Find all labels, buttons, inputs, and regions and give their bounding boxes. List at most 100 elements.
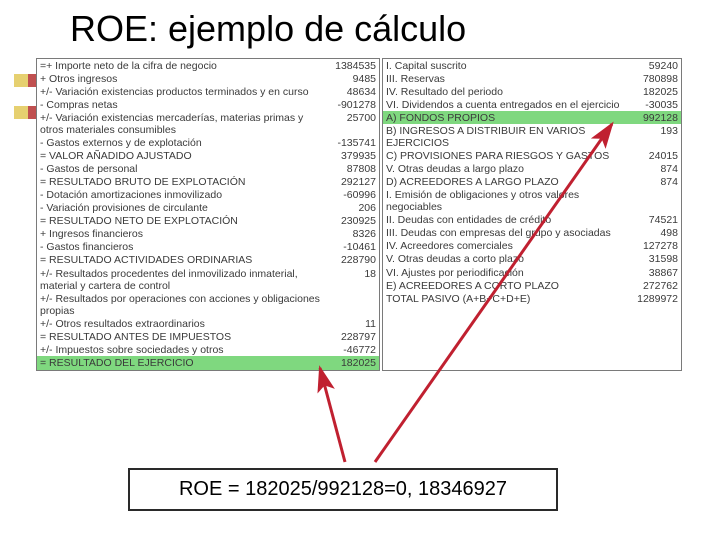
income-row: - Gastos financieros-10461 [37, 241, 379, 254]
row-label: +/- Variación existencias productos term… [40, 86, 324, 98]
row-label: = RESULTADO ANTES DE IMPUESTOS [40, 331, 324, 343]
equity-row: VI. Dividendos a cuenta entregados en el… [383, 98, 681, 111]
income-row: = RESULTADO DEL EJERCICIO182025 [37, 356, 379, 369]
income-row: - Gastos externos y de explotación-13574… [37, 136, 379, 149]
income-row: = RESULTADO BRUTO DE EXPLOTACIÓN292127 [37, 176, 379, 189]
row-label: E) ACREEDORES A CORTO PLAZO [386, 280, 626, 292]
equity-row: A) FONDOS PROPIOS992128 [383, 111, 681, 124]
row-value: 230925 [324, 215, 376, 227]
row-value: 992128 [626, 112, 678, 124]
row-value: 48634 [324, 86, 376, 98]
row-value: 874 [626, 163, 678, 175]
income-row: +/- Otros resultados extraordinarios11 [37, 317, 379, 330]
row-value: 9485 [324, 73, 376, 85]
row-label: = RESULTADO DEL EJERCICIO [40, 357, 324, 369]
row-label: - Gastos financieros [40, 241, 324, 253]
row-label: VI. Ajustes por periodificación [386, 267, 626, 279]
row-value: 11 [324, 318, 376, 330]
income-row: + Ingresos financieros8326 [37, 228, 379, 241]
row-label: +/- Resultados procedentes del inmoviliz… [40, 268, 324, 292]
income-row: - Variación provisiones de circulante206 [37, 202, 379, 215]
row-label: +/- Variación existencias mercaderías, m… [40, 112, 324, 136]
row-label: IV. Resultado del periodo [386, 86, 626, 98]
equity-row: C) PROVISIONES PARA RIESGOS Y GASTOS2401… [383, 149, 681, 162]
row-label: VI. Dividendos a cuenta entregados en el… [386, 99, 626, 111]
page-title: ROE: ejemplo de cálculo [70, 8, 466, 50]
tables-wrap: =+ Importe neto de la cifra de negocio13… [36, 58, 682, 371]
row-value: 1384535 [324, 60, 376, 72]
row-label: +/- Otros resultados extraordinarios [40, 318, 324, 330]
income-row: =+ Importe neto de la cifra de negocio13… [37, 59, 379, 72]
row-value: 498 [626, 227, 678, 239]
equity-row: TOTAL PASIVO (A+B+C+D+E)1289972 [383, 292, 681, 305]
row-value [324, 293, 376, 317]
row-label: II. Deudas con entidades de crédito [386, 214, 626, 226]
row-label: + Otros ingresos [40, 73, 324, 85]
row-label: III. Reservas [386, 73, 626, 85]
row-label: +/- Resultados por operaciones con accio… [40, 293, 324, 317]
row-label: = VALOR AÑADIDO AJUSTADO [40, 150, 324, 162]
row-label: D) ACREEDORES A LARGO PLAZO [386, 176, 626, 188]
row-value: 18 [324, 268, 376, 292]
row-label: I. Emisión de obligaciones y otros valor… [386, 189, 626, 213]
row-value: 272762 [626, 280, 678, 292]
row-value: 228790 [324, 254, 376, 266]
income-row: = RESULTADO ANTES DE IMPUESTOS228797 [37, 330, 379, 343]
row-label: I. Capital suscrito [386, 60, 626, 72]
row-label: C) PROVISIONES PARA RIESGOS Y GASTOS [386, 150, 626, 162]
roe-formula-box: ROE = 182025/992128=0, 18346927 [128, 468, 558, 511]
equity-liabilities-table: I. Capital suscrito59240III. Reservas780… [382, 58, 682, 371]
row-value: -135741 [324, 137, 376, 149]
income-row: = RESULTADO NETO DE EXPLOTACIÓN230925 [37, 215, 379, 228]
income-row: +/- Impuestos sobre sociedades y otros-4… [37, 343, 379, 356]
income-row: - Compras netas-901278 [37, 98, 379, 111]
row-value: 59240 [626, 60, 678, 72]
row-value: -60996 [324, 189, 376, 201]
row-value: 780898 [626, 73, 678, 85]
equity-row: IV. Resultado del periodo182025 [383, 85, 681, 98]
income-row: +/- Resultados procedentes del inmoviliz… [37, 267, 379, 292]
row-value: 193 [626, 125, 678, 149]
row-label: V. Otras deudas a largo plazo [386, 163, 626, 175]
row-label: = RESULTADO BRUTO DE EXPLOTACIÓN [40, 176, 324, 188]
row-value: 31598 [626, 253, 678, 265]
equity-row: V. Otras deudas a largo plazo874 [383, 163, 681, 176]
row-value: 292127 [324, 176, 376, 188]
row-value: 379935 [324, 150, 376, 162]
income-row: +/- Variación existencias mercaderías, m… [37, 111, 379, 136]
row-label: - Gastos externos y de explotación [40, 137, 324, 149]
row-label: +/- Impuestos sobre sociedades y otros [40, 344, 324, 356]
row-label: =+ Importe neto de la cifra de negocio [40, 60, 324, 72]
row-label: - Dotación amortizaciones inmovilizado [40, 189, 324, 201]
row-label: TOTAL PASIVO (A+B+C+D+E) [386, 293, 626, 305]
row-value [626, 189, 678, 213]
row-label: + Ingresos financieros [40, 228, 324, 240]
row-value: 24015 [626, 150, 678, 162]
equity-row: I. Capital suscrito59240 [383, 59, 681, 72]
row-value: -46772 [324, 344, 376, 356]
row-value: 8326 [324, 228, 376, 240]
row-label: V. Otras deudas a corto plazo [386, 253, 626, 265]
row-label: = RESULTADO NETO DE EXPLOTACIÓN [40, 215, 324, 227]
row-value: -901278 [324, 99, 376, 111]
row-value: 182025 [324, 357, 376, 369]
row-value: 74521 [626, 214, 678, 226]
equity-row: E) ACREEDORES A CORTO PLAZO272762 [383, 279, 681, 292]
row-label: - Gastos de personal [40, 163, 324, 175]
equity-row: III. Reservas780898 [383, 72, 681, 85]
row-value: -30035 [626, 99, 678, 111]
equity-row: D) ACREEDORES A LARGO PLAZO874 [383, 176, 681, 189]
row-value: 127278 [626, 240, 678, 252]
row-value: 206 [324, 202, 376, 214]
income-row: +/- Resultados por operaciones con accio… [37, 292, 379, 317]
row-value: 25700 [324, 112, 376, 136]
income-row: - Gastos de personal87808 [37, 163, 379, 176]
equity-row: V. Otras deudas a corto plazo31598 [383, 253, 681, 266]
row-value: 874 [626, 176, 678, 188]
row-label: B) INGRESOS A DISTRIBUIR EN VARIOS EJERC… [386, 125, 626, 149]
income-row: +/- Variación existencias productos term… [37, 85, 379, 98]
income-statement-table: =+ Importe neto de la cifra de negocio13… [36, 58, 380, 371]
income-row: = VALOR AÑADIDO AJUSTADO379935 [37, 149, 379, 162]
income-row: = RESULTADO ACTIVIDADES ORDINARIAS228790 [37, 254, 379, 267]
row-label: A) FONDOS PROPIOS [386, 112, 626, 124]
